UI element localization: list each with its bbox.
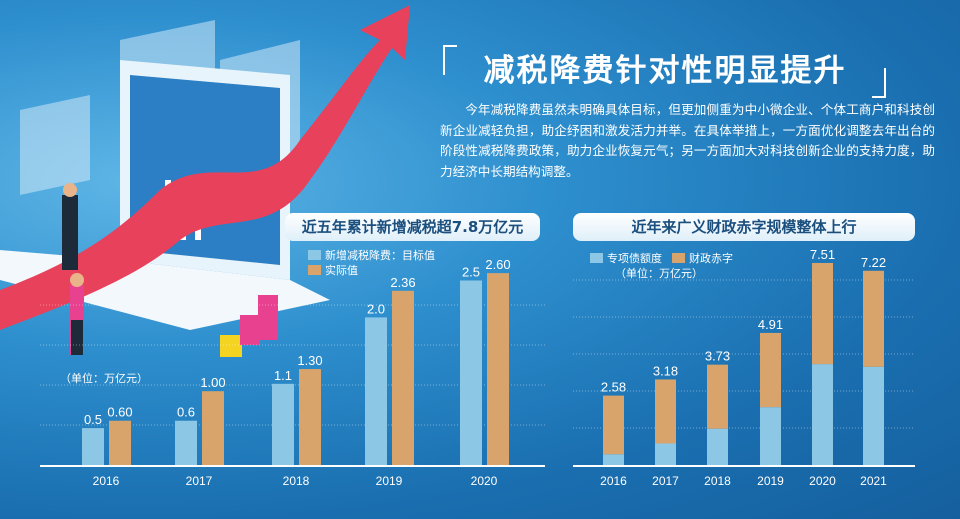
bar-actual bbox=[392, 290, 414, 465]
label-total: 7.22 bbox=[861, 255, 886, 270]
label-total: 7.51 bbox=[810, 247, 835, 262]
red-arrow-icon bbox=[0, 5, 410, 330]
bar-target bbox=[272, 383, 294, 465]
people-icon bbox=[62, 183, 84, 355]
bar-actual bbox=[109, 420, 131, 465]
bar-special-bond bbox=[812, 364, 833, 465]
label-target: 2.0 bbox=[367, 301, 385, 316]
label-target: 1.1 bbox=[274, 368, 292, 383]
label-target: 2.5 bbox=[462, 265, 480, 280]
bar-special-bond bbox=[760, 407, 781, 465]
legend-actual-label: 实际值 bbox=[325, 264, 358, 277]
bar-target bbox=[365, 317, 387, 465]
x-tick-label: 2021 bbox=[860, 474, 887, 488]
page-title: 减税降费针对性明显提升 bbox=[483, 53, 847, 89]
label-actual: 0.60 bbox=[107, 405, 132, 420]
illustration bbox=[0, 5, 410, 357]
legend-target: 新增减税降费：目标值 bbox=[308, 247, 435, 263]
x-tick-label: 2020 bbox=[809, 474, 836, 488]
x-tick-label: 2020 bbox=[471, 474, 498, 488]
label-total: 3.73 bbox=[705, 349, 730, 364]
label-total: 2.58 bbox=[601, 380, 626, 395]
bar-special-bond bbox=[863, 366, 884, 465]
left-chart-title: 近五年累计新增减税超7.8万亿元 bbox=[285, 213, 540, 241]
x-tick-label: 2019 bbox=[376, 474, 403, 488]
bar-deficit bbox=[812, 262, 833, 365]
legend-actual: 实际值 bbox=[308, 262, 358, 278]
title-bracket-left bbox=[443, 45, 457, 75]
bar-actual bbox=[487, 273, 509, 465]
x-tick-label: 2019 bbox=[757, 474, 784, 488]
bar-target bbox=[460, 280, 482, 465]
bar-deficit bbox=[760, 332, 781, 408]
bar-actual bbox=[202, 391, 224, 465]
label-actual: 2.36 bbox=[390, 275, 415, 290]
x-tick-label: 2017 bbox=[652, 474, 679, 488]
label-actual: 1.30 bbox=[297, 353, 322, 368]
right-chart-title: 近年来广义财政赤字规模整体上行 bbox=[573, 213, 915, 241]
title-bracket-right bbox=[872, 68, 886, 98]
bar-target bbox=[82, 428, 104, 465]
legend-special-bond: 专项债额度 财政赤字 bbox=[590, 250, 733, 266]
legend-special-bond-label: 专项债额度 bbox=[607, 252, 662, 265]
bar-deficit bbox=[655, 379, 676, 444]
right-unit-label: （单位：万亿元） bbox=[615, 267, 703, 280]
bar-deficit bbox=[603, 395, 624, 455]
bar-deficit bbox=[863, 270, 884, 367]
bar-deficit bbox=[707, 364, 728, 429]
label-actual: 1.00 bbox=[200, 375, 225, 390]
label-total: 4.91 bbox=[758, 317, 783, 332]
bar-special-bond bbox=[707, 428, 728, 465]
bar-special-bond bbox=[655, 443, 676, 465]
label-target: 0.5 bbox=[84, 412, 102, 427]
label-target: 0.6 bbox=[177, 405, 195, 420]
x-tick-label: 2018 bbox=[283, 474, 310, 488]
x-tick-label: 2018 bbox=[704, 474, 731, 488]
x-tick-label: 2017 bbox=[186, 474, 213, 488]
label-total: 3.18 bbox=[653, 363, 678, 378]
intro-paragraph: 今年减税降费虽然未明确具体目标，但更加侧重为中小微企业、个体工商户和科技创新企业… bbox=[440, 102, 935, 179]
cubes-icon bbox=[220, 295, 278, 357]
legend-target-label: 新增减税降费：目标值 bbox=[325, 249, 435, 262]
bar-actual bbox=[299, 369, 321, 465]
left-unit-label: （单位：万亿元） bbox=[60, 372, 148, 385]
bar-special-bond bbox=[603, 454, 624, 465]
bar-target bbox=[175, 420, 197, 465]
label-actual: 2.60 bbox=[485, 257, 510, 272]
x-tick-label: 2016 bbox=[93, 474, 120, 488]
x-tick-label: 2016 bbox=[600, 474, 627, 488]
legend-deficit-label: 财政赤字 bbox=[689, 252, 733, 265]
